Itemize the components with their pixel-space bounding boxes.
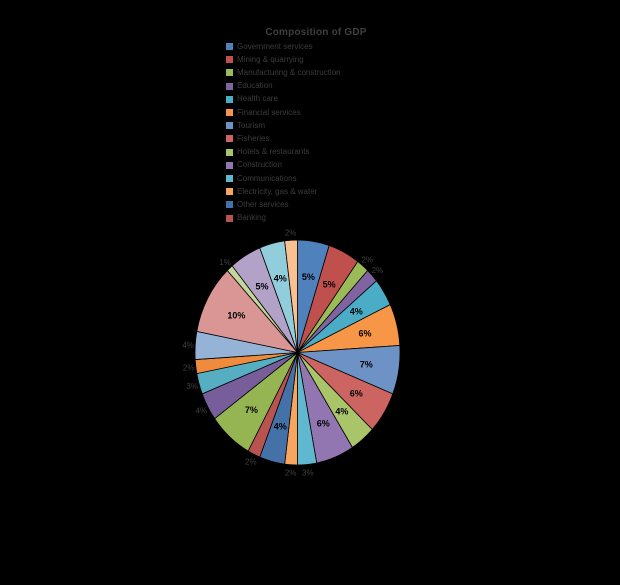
legend-item: Education (226, 81, 273, 92)
legend-item: Construction (226, 160, 282, 171)
legend-swatch-icon (226, 161, 233, 169)
legend-item: Mining & quarrying (226, 54, 304, 65)
legend-swatch-icon (226, 56, 233, 64)
legend-item: Hotels & restaurants (226, 147, 309, 158)
legend-swatch-icon (226, 95, 233, 103)
slice-percent-label-outside: 4% (196, 407, 208, 416)
legend-swatch-icon (226, 214, 233, 222)
legend-item: Electricity, gas & water (226, 186, 317, 197)
slice-percent-label-outside: 2% (245, 457, 257, 466)
slice-percent-label: 4% (350, 307, 363, 317)
slice-percent-label: 6% (317, 419, 330, 429)
legend-item-label: Hotels & restaurants (237, 147, 310, 157)
legend-item: Banking (226, 213, 266, 224)
legend-swatch-icon (226, 148, 233, 156)
slice-percent-label: 6% (358, 329, 371, 339)
slice-percent-label-outside: 2% (285, 228, 297, 237)
legend-item-label: Fisheries (237, 133, 270, 143)
slice-percent-label-outside: 2% (362, 256, 374, 265)
slice-percent-label-outside: 2% (183, 364, 195, 373)
slice-percent-label: 7% (360, 360, 373, 370)
legend-item-label: Tourism (237, 120, 266, 130)
slice-percent-label: 4% (274, 273, 287, 283)
legend-item-label: Government services (237, 41, 313, 51)
legend-item: Communications (226, 173, 297, 184)
slice-percent-label-outside: 4% (182, 341, 194, 350)
legend-swatch-icon (226, 135, 233, 143)
legend-item-label: Manufacturing & construction (237, 67, 341, 77)
slice-percent-label: 5% (323, 279, 336, 289)
pie-slice (284, 239, 298, 353)
legend-item: Fisheries (226, 133, 269, 144)
legend-item-label: Communications (237, 173, 297, 183)
slice-percent-label: 5% (302, 272, 315, 282)
slice-percent-label: 4% (274, 422, 287, 432)
legend-swatch-icon (226, 43, 233, 50)
slice-percent-label-outside: 3% (302, 468, 314, 477)
slice-percent-label-outside: 2% (285, 469, 297, 478)
legend-swatch-icon (226, 109, 233, 116)
legend-swatch-icon (226, 188, 233, 196)
legend-swatch-icon (226, 82, 233, 90)
legend-swatch-icon (226, 69, 233, 77)
slice-percent-label-outside: 1% (219, 258, 231, 267)
legend-item: Other services (226, 199, 289, 210)
slice-percent-label: 10% (227, 311, 245, 321)
legend-item-label: Electricity, gas & water (237, 186, 318, 196)
slice-percent-label: 6% (350, 389, 363, 399)
legend-item: Government services (226, 41, 313, 52)
legend-item: Manufacturing & construction (226, 67, 341, 78)
legend-item-label: Construction (237, 160, 282, 170)
slice-percent-label: 7% (245, 405, 258, 415)
legend-item-label: Other services (237, 199, 289, 209)
legend-swatch-icon (226, 122, 233, 130)
legend-swatch-icon (226, 201, 233, 209)
legend-item-label: Financial services (237, 107, 301, 117)
legend-swatch-icon (226, 175, 233, 182)
legend-item: Financial services (226, 107, 301, 118)
legend-item-label: Education (237, 81, 273, 91)
legend-item: Tourism (226, 120, 265, 131)
slice-percent-label: 5% (255, 282, 268, 292)
legend-item-label: Mining & quarrying (237, 54, 304, 64)
slice-percent-label: 4% (335, 406, 348, 416)
slice-percent-label-outside: 2% (372, 266, 384, 275)
legend-item-label: Health care (237, 94, 278, 104)
legend-item-label: Banking (237, 213, 266, 223)
legend-item: Health care (226, 94, 278, 105)
chart-title: Composition of GDP (265, 27, 367, 38)
slice-percent-label-outside: 3% (186, 382, 198, 391)
